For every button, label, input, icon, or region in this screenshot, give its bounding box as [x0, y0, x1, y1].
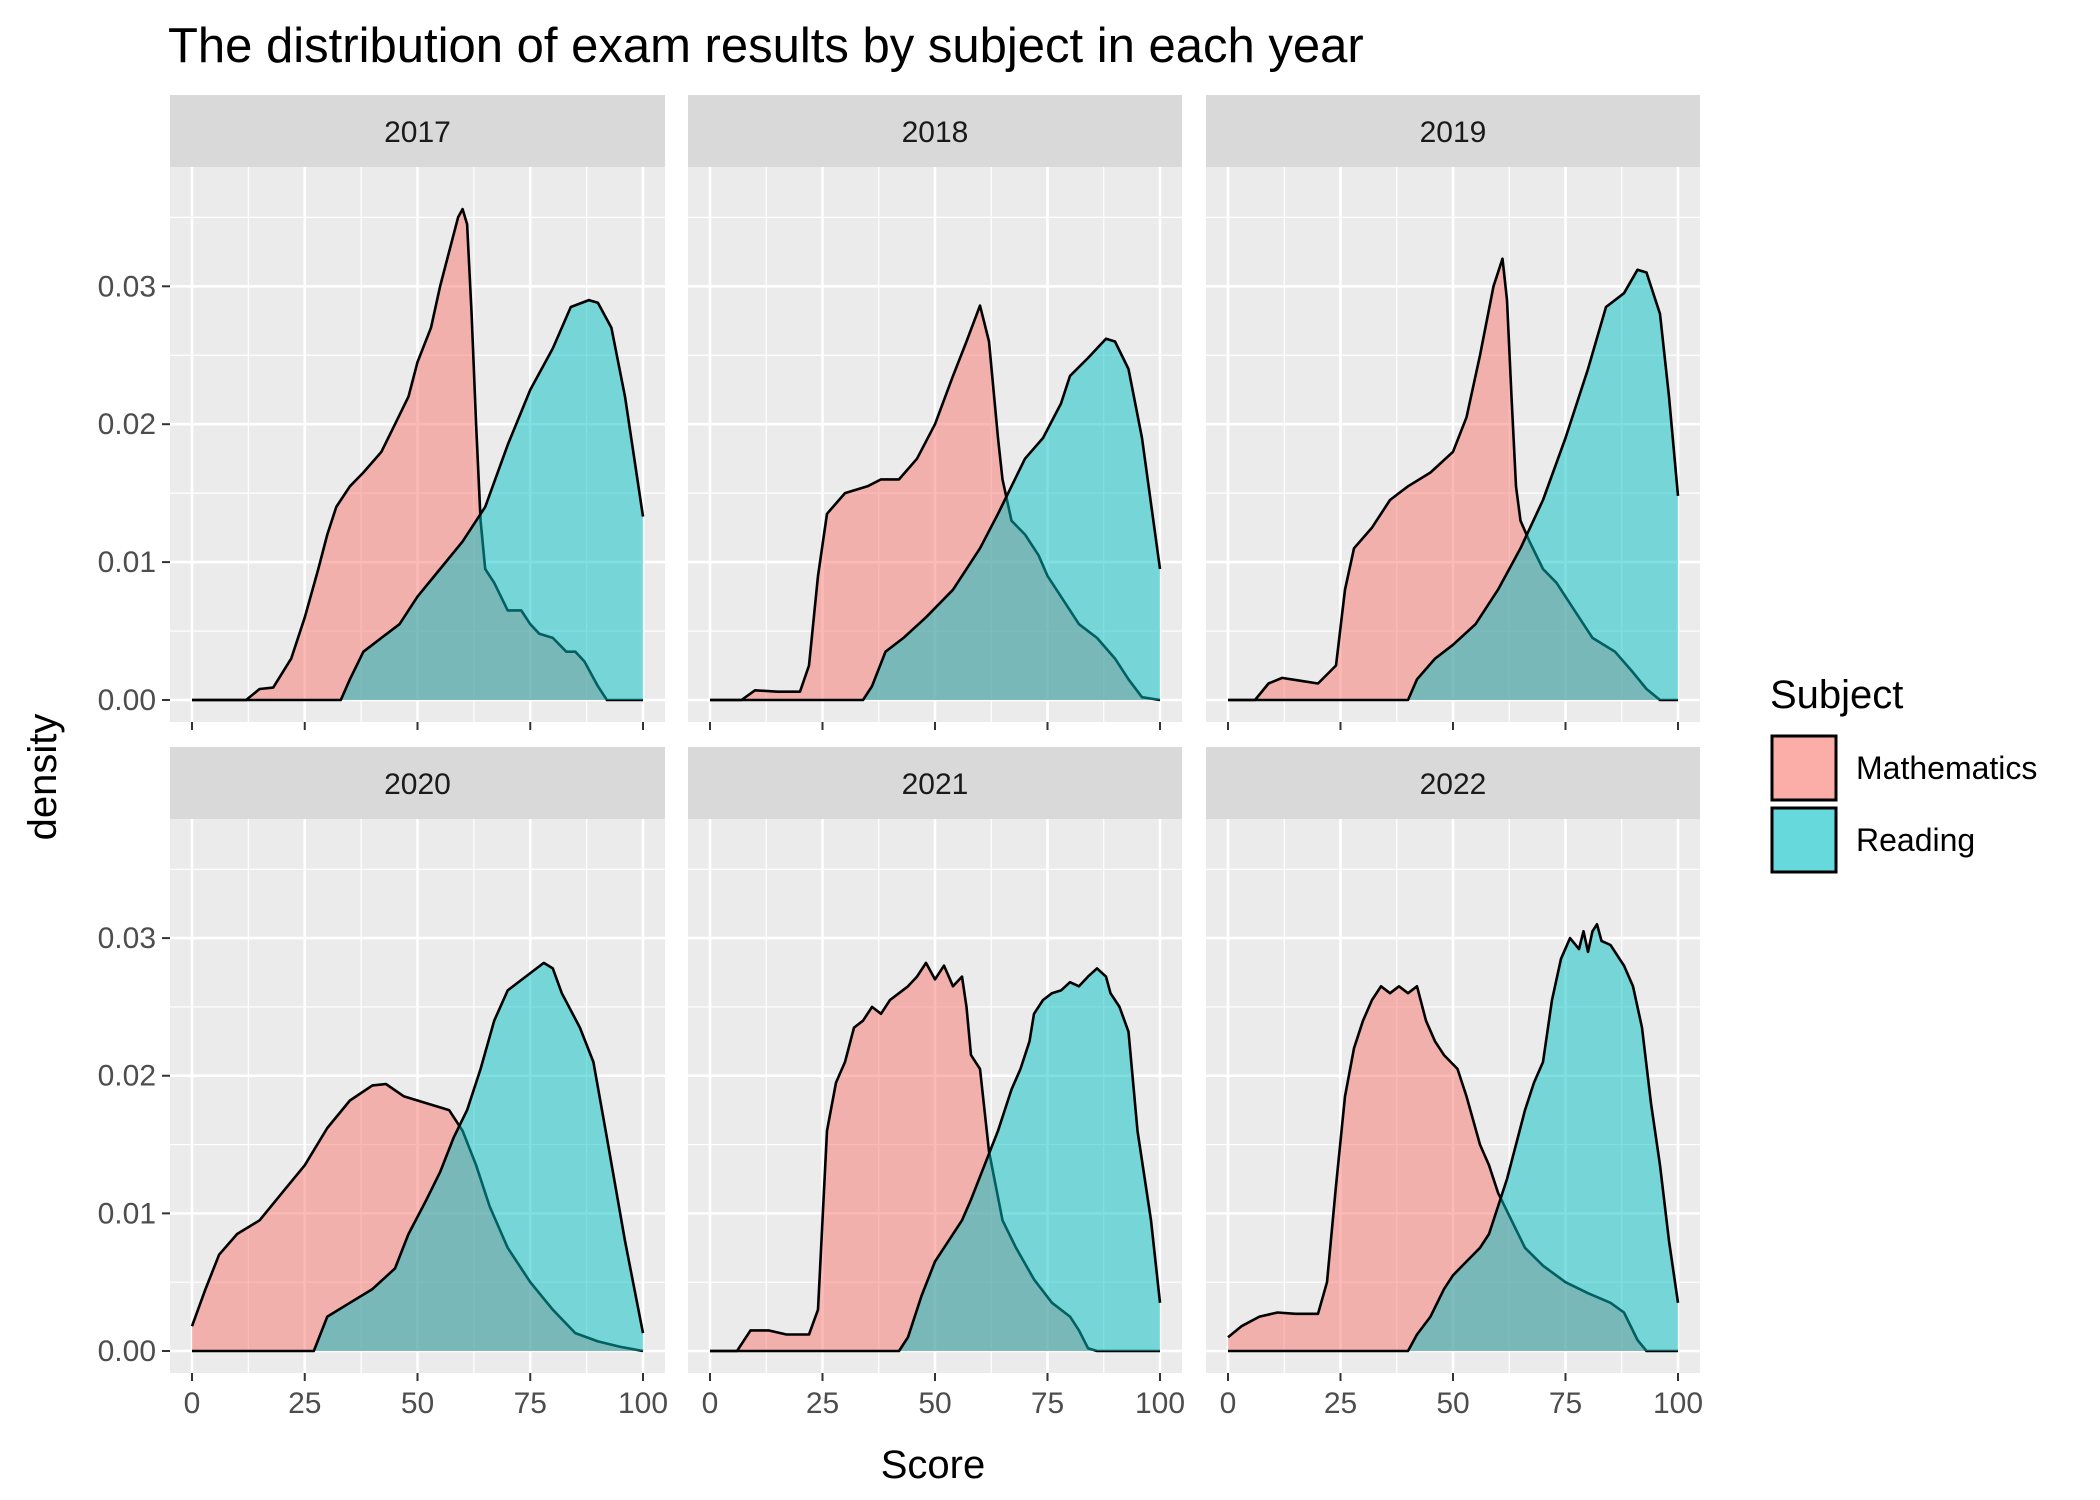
- x-tick-label: 25: [1324, 1387, 1357, 1420]
- facet-strip-label: 2021: [902, 768, 969, 801]
- legend-key-reading: [1770, 806, 1838, 874]
- facet-strip-label: 2020: [384, 768, 451, 801]
- legend-label-reading: Reading: [1856, 822, 1975, 858]
- density-area-mathematics: [1228, 258, 1678, 700]
- facet-panel-2017: 2017 0.00 0.01 0.02 0.03: [98, 95, 665, 730]
- x-tick-label: 50: [918, 1387, 951, 1420]
- x-tick-label: 25: [806, 1387, 839, 1420]
- facet-panel-2019: 2019: [1206, 95, 1700, 730]
- facet-strip: [170, 95, 665, 167]
- x-axis-title: Score: [881, 1443, 986, 1487]
- facet-panel-2020: 2020 0.00 0.01 0.02 0.03 0 25 50 75 100: [98, 747, 668, 1420]
- y-tick-label: 0.03: [98, 270, 156, 303]
- chart-title: The distribution of exam results by subj…: [168, 19, 1364, 73]
- y-axis-title: density: [21, 714, 65, 841]
- facet-strip: [1206, 95, 1700, 167]
- legend-key-mathematics: [1770, 734, 1838, 802]
- x-tick-label: 50: [401, 1387, 434, 1420]
- x-tick-label: 75: [1031, 1387, 1064, 1420]
- legend: Subject Mathematics Reading: [1770, 673, 2037, 874]
- facet-strip: [688, 95, 1182, 167]
- density-area-mathematics: [192, 209, 643, 700]
- density-line-reading: [1228, 268, 1680, 702]
- density-line-reading: [192, 298, 645, 702]
- facet-panel-2022: 2022 0 25 50 75 100: [1206, 747, 1703, 1420]
- legend-title: Subject: [1770, 673, 1903, 717]
- facet-strip: [1206, 747, 1700, 819]
- y-tick-label: 0.03: [98, 922, 156, 955]
- density-area-reading: [1228, 269, 1678, 700]
- legend-label-mathematics: Mathematics: [1856, 750, 2037, 786]
- facet-strip-label: 2019: [1420, 116, 1487, 149]
- facet-strip-label: 2018: [902, 116, 969, 149]
- y-tick-label: 0.00: [98, 1335, 156, 1368]
- y-tick-label: 0.01: [98, 546, 156, 579]
- y-tick-label: 0.02: [98, 1060, 156, 1093]
- y-tick-label: 0.00: [98, 684, 156, 717]
- facet-strip-label: 2022: [1420, 768, 1487, 801]
- facet-panels: 2017 0.00 0.01 0.02 0.03 2018 2019 2020 0.00 0.01…: [98, 95, 1703, 1420]
- density-line-reading: [192, 961, 645, 1353]
- density-area-reading: [192, 962, 643, 1351]
- density-area-reading: [710, 968, 1160, 1351]
- facet-strip: [170, 747, 665, 819]
- density-area-mathematics: [1228, 986, 1678, 1351]
- x-tick-label: 50: [1436, 1387, 1469, 1420]
- density-area-reading: [710, 338, 1160, 700]
- x-tick-label: 0: [1220, 1387, 1237, 1420]
- x-tick-label: 0: [702, 1387, 719, 1420]
- x-tick-label: 0: [184, 1387, 201, 1420]
- x-tick-label: 100: [618, 1387, 668, 1420]
- y-tick-label: 0.02: [98, 408, 156, 441]
- facet-strip: [688, 747, 1182, 819]
- facet-panel-2018: 2018: [688, 95, 1182, 730]
- x-tick-label: 100: [1653, 1387, 1703, 1420]
- x-tick-label: 25: [288, 1387, 321, 1420]
- y-tick-label: 0.01: [98, 1197, 156, 1230]
- density-area-reading: [192, 300, 643, 700]
- density-line-reading: [710, 337, 1162, 702]
- density-area-reading: [1228, 924, 1678, 1351]
- facet-panel-2021: 2021 0 25 50 75 100: [688, 747, 1185, 1420]
- density-line-reading: [1228, 923, 1680, 1353]
- x-tick-label: 100: [1135, 1387, 1185, 1420]
- facet-strip-label: 2017: [384, 116, 451, 149]
- x-tick-label: 75: [1549, 1387, 1582, 1420]
- x-tick-label: 75: [514, 1387, 547, 1420]
- density-area-mathematics: [710, 962, 1160, 1351]
- density-line-reading: [710, 967, 1162, 1353]
